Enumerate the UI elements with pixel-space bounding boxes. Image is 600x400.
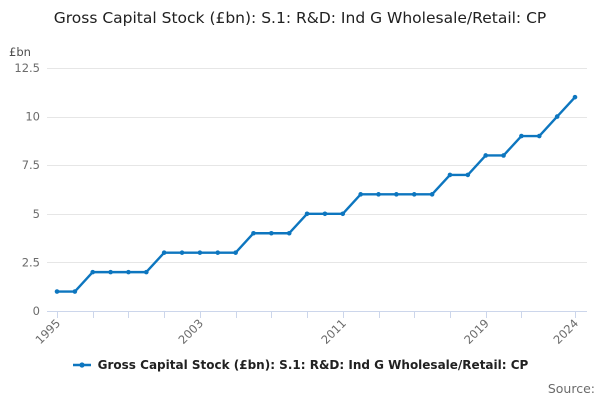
data-point-marker[interactable] — [447, 172, 453, 178]
data-point-marker[interactable] — [233, 250, 238, 255]
data-point-marker[interactable] — [554, 114, 560, 119]
data-point-marker[interactable] — [269, 230, 274, 236]
data-point-marker[interactable] — [411, 192, 417, 197]
y-tick-label: 7.5 — [22, 158, 40, 172]
source-label: Source: — [547, 381, 595, 396]
y-tick-label: 0 — [33, 304, 40, 318]
data-point-marker[interactable] — [519, 133, 524, 139]
data-point-marker[interactable] — [251, 230, 256, 236]
data-point-marker[interactable] — [376, 192, 381, 197]
y-tick-label: 12.5 — [14, 61, 40, 75]
data-point-marker[interactable] — [429, 192, 435, 197]
y-tick-label: 10 — [25, 110, 40, 124]
plot-area: 0 2.5 5 7.5 10 12.5 1995 2003 2011 2019 2024 — [14, 61, 587, 347]
data-point-marker[interactable] — [161, 250, 167, 255]
data-point-marker[interactable] — [197, 250, 203, 255]
data-point-marker[interactable] — [286, 230, 292, 236]
data-point-marker[interactable] — [54, 289, 60, 294]
legend-line-marker-icon — [72, 362, 91, 368]
y-axis-unit-label: £bn — [9, 45, 31, 59]
data-point-marker[interactable] — [90, 269, 96, 275]
data-point-marker[interactable] — [483, 153, 488, 158]
data-point-marker[interactable] — [304, 211, 310, 217]
x-tick-label: 2024 — [551, 316, 582, 347]
chart-title: Gross Capital Stock (£bn): S.1: R&D: Ind… — [53, 9, 547, 27]
legend: Gross Capital Stock (£bn): S.1: R&D: Ind… — [0, 358, 600, 372]
data-point-marker[interactable] — [572, 94, 578, 100]
data-point-marker[interactable] — [215, 250, 221, 255]
x-tick-label: 2019 — [461, 316, 492, 347]
data-point-marker[interactable] — [126, 269, 131, 275]
data-point-marker[interactable] — [144, 269, 149, 275]
y-tick-label: 5 — [33, 207, 40, 221]
legend-label: Gross Capital Stock (£bn): S.1: R&D: Ind… — [97, 358, 529, 372]
x-tick-label: 1995 — [33, 316, 64, 347]
data-point-marker[interactable] — [358, 192, 363, 197]
data-point-marker[interactable] — [72, 289, 78, 294]
x-tick-label: 2011 — [318, 316, 349, 347]
y-tick-label: 2.5 — [22, 255, 40, 269]
data-point-marker[interactable] — [179, 250, 185, 255]
data-point-marker[interactable] — [322, 211, 328, 217]
data-point-marker[interactable] — [465, 172, 471, 178]
series-line[interactable] — [55, 95, 577, 293]
data-point-marker[interactable] — [501, 153, 506, 158]
data-point-marker[interactable] — [394, 192, 399, 197]
data-point-marker[interactable] — [536, 133, 542, 139]
data-point-marker[interactable] — [340, 211, 346, 217]
x-tick-label: 2003 — [175, 316, 206, 347]
data-point-marker[interactable] — [108, 269, 113, 275]
legend-item[interactable]: Gross Capital Stock (£bn): S.1: R&D: Ind… — [72, 358, 529, 372]
